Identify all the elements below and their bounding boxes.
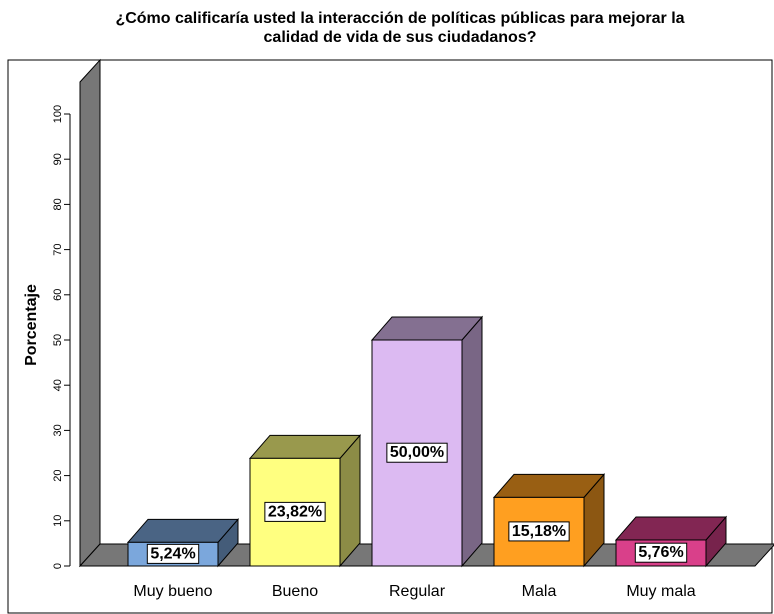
side-wall (79, 58, 101, 568)
bar-top (126, 518, 240, 543)
value-label: 50,00% (390, 444, 444, 461)
bar-top (370, 316, 484, 341)
y-tick-label: 40 (52, 379, 64, 391)
y-tick-label: 10 (52, 515, 64, 527)
bar-top (248, 434, 362, 459)
x-tick-label: Bueno (272, 583, 318, 600)
value-label-box (508, 521, 570, 542)
y-tick-label: 50 (52, 334, 64, 346)
value-label-box (264, 501, 326, 522)
y-tick-label: 60 (52, 289, 64, 301)
y-tick-label: 70 (52, 243, 64, 255)
bar-top (614, 516, 728, 541)
bar-side (461, 315, 483, 568)
x-tick-label: Regular (389, 583, 446, 600)
value-label: 5,76% (638, 544, 683, 561)
bar-top (492, 473, 606, 498)
y-tick-label: 90 (52, 153, 64, 165)
y-tick-label: 100 (52, 105, 64, 123)
value-label: 5,24% (150, 545, 195, 562)
y-tick-label: 0 (52, 563, 64, 569)
x-tick-label: Mala (522, 583, 557, 600)
chart-title: ¿Cómo calificaría usted la interacción d… (115, 10, 684, 27)
value-label-box (386, 442, 448, 463)
value-label-box (634, 542, 688, 563)
x-tick-label: Muy mala (626, 583, 695, 600)
y-tick-label: 80 (52, 198, 64, 210)
value-label-box (146, 543, 200, 564)
chart-title: calidad de vida de sus ciudadanos? (264, 29, 537, 46)
y-tick-label: 20 (52, 469, 64, 481)
y-axis-label: Porcentaje (23, 284, 40, 366)
y-tick-label: 30 (52, 424, 64, 436)
value-label: 23,82% (268, 503, 322, 520)
x-tick-label: Muy bueno (133, 583, 212, 600)
value-label: 15,18% (512, 523, 566, 540)
